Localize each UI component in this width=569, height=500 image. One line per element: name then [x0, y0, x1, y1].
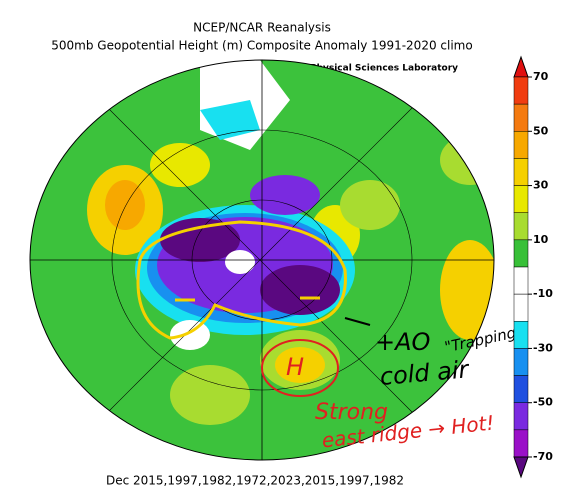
colorbar-band [513, 158, 529, 186]
colorbar-band [513, 429, 529, 458]
yellow-outline [136, 220, 347, 340]
ao-label: +AO [375, 328, 430, 356]
map [30, 60, 494, 460]
colorbar-label: 10 [533, 233, 549, 246]
colorbar-label: -70 [533, 450, 553, 463]
colorbar-band [513, 348, 529, 376]
minus-marks [175, 296, 320, 302]
colorbar: 70 50 30 10 -10 -30 -50 -70 [513, 55, 553, 479]
colorbar-band [513, 212, 529, 241]
strong-label: Strong [315, 400, 388, 425]
subtitle: 500mb Geopotential Height (m) Composite … [51, 39, 472, 53]
colorbar-band [513, 76, 529, 105]
colorbar-band [513, 293, 529, 322]
high-label: H [286, 353, 304, 381]
title: NCEP/NCAR Reanalysis [193, 21, 331, 35]
footer: Dec 2015,1997,1982,1972,2023,2015,1997,1… [106, 474, 404, 488]
colorbar-band [513, 375, 529, 403]
colorbar-band [513, 266, 529, 295]
colorbar-band [513, 131, 529, 159]
colorbar-cap [513, 456, 529, 479]
colorbar-label: -50 [533, 396, 553, 409]
colorbar-label: 30 [533, 179, 549, 192]
colorbar-band [513, 185, 529, 213]
arrow [344, 317, 371, 326]
colorbar-band [513, 402, 529, 431]
colorbar-label: -30 [533, 341, 553, 354]
colorbar-band [513, 239, 529, 268]
colorbar-label: 50 [533, 124, 549, 137]
colorbar-label: 70 [533, 70, 549, 83]
colorbar-label: -10 [533, 287, 553, 300]
map-border [29, 59, 495, 461]
colorbar-cap [513, 55, 529, 78]
credit: NOAA Physical Sciences Laboratory [278, 64, 458, 74]
colorbar-band [513, 103, 529, 132]
colorbar-band [513, 321, 529, 349]
red-outline [261, 339, 339, 397]
